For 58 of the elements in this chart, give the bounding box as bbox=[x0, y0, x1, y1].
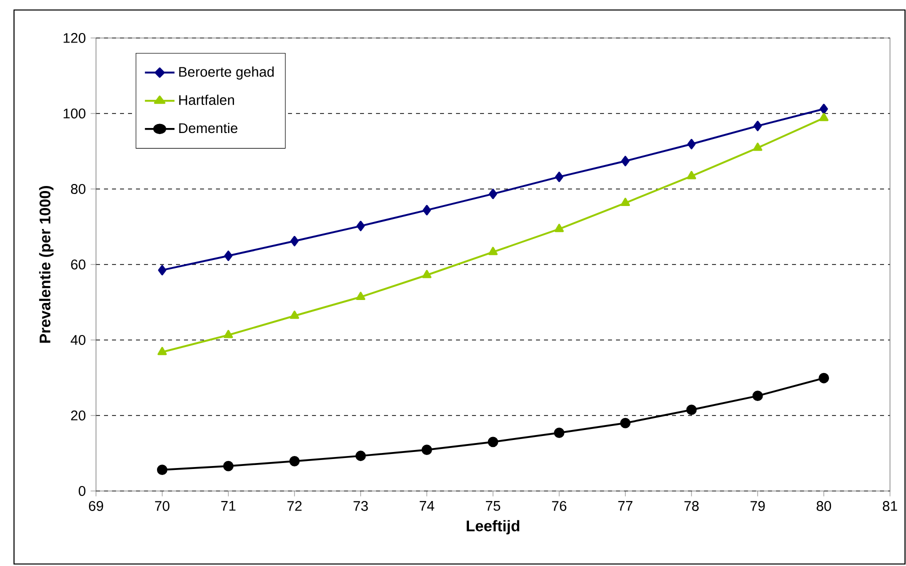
point bbox=[555, 172, 564, 182]
point bbox=[621, 156, 630, 166]
point bbox=[488, 246, 498, 256]
point bbox=[356, 292, 366, 300]
point bbox=[224, 250, 232, 262]
x-tick-label: 79 bbox=[750, 501, 765, 511]
legend-label: Hartfalen bbox=[179, 94, 234, 105]
point bbox=[355, 450, 366, 462]
x-tick-label: 71 bbox=[221, 501, 236, 511]
point bbox=[422, 270, 432, 278]
x-tick-label: 81 bbox=[882, 501, 898, 511]
point bbox=[290, 310, 300, 319]
point bbox=[158, 346, 167, 356]
point bbox=[818, 372, 830, 384]
point bbox=[422, 204, 431, 216]
point bbox=[620, 418, 631, 428]
y-tick-label: 0 bbox=[78, 486, 86, 496]
x-tick-label: 72 bbox=[287, 501, 302, 511]
y-tick-label: 20 bbox=[71, 410, 86, 420]
x-tick-label: 69 bbox=[88, 501, 104, 511]
x-axis-title: Leeftijd bbox=[466, 520, 520, 534]
point bbox=[224, 330, 233, 338]
point bbox=[158, 264, 166, 276]
y-axis-title: Prevalentie (per 1000) bbox=[39, 186, 54, 343]
point bbox=[356, 220, 365, 232]
point bbox=[290, 236, 299, 246]
y-tick-label: 60 bbox=[71, 260, 86, 270]
x-tick-label: 75 bbox=[486, 501, 500, 511]
point bbox=[422, 444, 432, 456]
point bbox=[687, 138, 696, 150]
x-tick-label: 70 bbox=[155, 501, 170, 511]
point bbox=[686, 404, 697, 416]
point bbox=[488, 188, 498, 200]
x-tick-label: 73 bbox=[354, 501, 368, 511]
y-tick-label: 40 bbox=[70, 335, 86, 345]
point bbox=[223, 460, 234, 472]
point bbox=[753, 142, 762, 151]
point bbox=[620, 198, 630, 206]
x-tick-label: 80 bbox=[816, 501, 832, 511]
y-tick-label: 120 bbox=[64, 33, 86, 43]
point bbox=[686, 170, 696, 180]
y-tick-label: 80 bbox=[70, 184, 86, 194]
point bbox=[754, 120, 762, 132]
point bbox=[554, 224, 564, 232]
point bbox=[819, 112, 828, 122]
x-tick-label: 77 bbox=[618, 501, 632, 511]
x-tick-label: 74 bbox=[420, 501, 434, 511]
x-tick-label: 78 bbox=[684, 501, 699, 511]
point bbox=[752, 390, 763, 402]
legend-label: Beroerte gehad bbox=[179, 66, 274, 80]
point bbox=[488, 436, 498, 448]
y-tick-label: 100 bbox=[64, 108, 86, 118]
point bbox=[554, 428, 564, 438]
point bbox=[289, 456, 300, 466]
legend-label: Dementie bbox=[179, 122, 238, 134]
x-tick-label: 76 bbox=[552, 501, 566, 511]
point bbox=[820, 104, 828, 114]
point bbox=[156, 464, 168, 476]
